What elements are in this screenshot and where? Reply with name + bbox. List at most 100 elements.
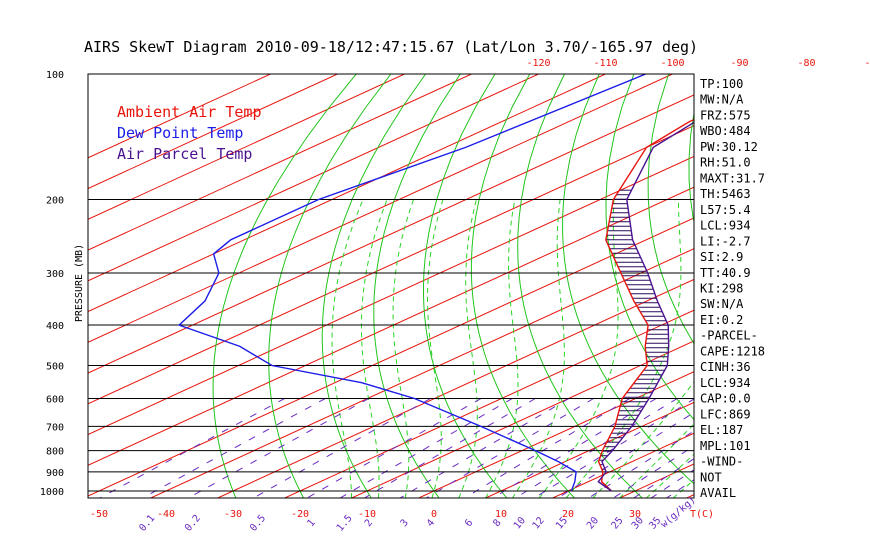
isotherm-line bbox=[88, 74, 673, 343]
index-entry: WBO:484 bbox=[700, 124, 751, 138]
temp-units-label: T(C) bbox=[690, 509, 714, 520]
index-entry: KI:298 bbox=[700, 282, 743, 296]
dry-adiabat-line bbox=[647, 74, 694, 345]
dry-adiabat-line bbox=[805, 74, 870, 498]
index-entry: EI:0.2 bbox=[700, 313, 743, 327]
mixing-ratio-line bbox=[364, 398, 536, 498]
isotherm-line bbox=[88, 155, 694, 436]
bottom-temp-tick-label: 20 bbox=[562, 509, 574, 520]
bottom-temp-tick-label: 10 bbox=[495, 509, 507, 520]
series-line bbox=[177, 74, 646, 492]
pressure-tick-label: 600 bbox=[46, 395, 64, 406]
dry-adiabat-line bbox=[423, 74, 508, 498]
index-entry: LCL:934 bbox=[700, 376, 751, 390]
bottom-temp-tick-label: -40 bbox=[157, 509, 175, 520]
isotherm-line bbox=[88, 74, 338, 190]
series-line bbox=[597, 119, 694, 492]
index-entry: CINH:36 bbox=[700, 360, 751, 374]
index-entry: LI:-2.7 bbox=[700, 234, 751, 248]
isotherm-line bbox=[88, 74, 606, 313]
index-entry: LCL:934 bbox=[700, 219, 751, 233]
index-entry: TP:100 bbox=[700, 77, 743, 91]
pressure-tick-label: 200 bbox=[46, 196, 64, 207]
dry-adiabat-line bbox=[212, 74, 357, 498]
mixing-ratio-tick-label: 1.5 bbox=[335, 513, 355, 534]
index-entry: -WIND- bbox=[700, 455, 743, 469]
mixing-ratio-line bbox=[612, 445, 694, 498]
isotherm-line bbox=[418, 371, 694, 498]
moist-adiabat-line bbox=[565, 199, 682, 498]
moist-adiabat-line bbox=[360, 199, 388, 498]
bottom-temp-tick-label: -20 bbox=[291, 509, 309, 520]
pressure-tick-label: 500 bbox=[46, 362, 64, 373]
index-entry: LFC:869 bbox=[700, 407, 751, 421]
mixing-ratio-line bbox=[187, 398, 369, 498]
pressure-tick-label: 900 bbox=[46, 468, 64, 479]
isotherm-line bbox=[284, 309, 694, 498]
mixing-ratio-line bbox=[515, 398, 678, 498]
index-entry: AVAIL bbox=[700, 486, 736, 500]
mixing-ratio-line bbox=[99, 398, 285, 498]
legend: Ambient Air Temp Dew Point Temp Air Parcel… bbox=[117, 103, 262, 163]
pressure-tick-label: 100 bbox=[46, 70, 64, 81]
isotherm-line bbox=[88, 74, 472, 251]
moist-adiabat-line bbox=[511, 199, 565, 498]
mixing-ratio-line bbox=[492, 398, 657, 498]
moist-adiabat-line bbox=[331, 199, 364, 498]
index-entry: PW:30.12 bbox=[700, 140, 758, 154]
isotherm-line bbox=[351, 340, 694, 498]
mixing-ratio-tick-label: 8 bbox=[491, 518, 503, 530]
chart-title: AIRS SkewT Diagram 2010-09-18/12:47:15.6… bbox=[84, 38, 698, 56]
mixing-ratio-line bbox=[533, 398, 694, 498]
mixing-ratio-tick-label: 4 bbox=[425, 518, 437, 530]
mixing-ratio-tick-label: 20 bbox=[585, 515, 601, 531]
bottom-temp-tick-label: -50 bbox=[90, 509, 108, 520]
index-entry: -PARCEL- bbox=[700, 329, 758, 343]
index-entry: MAXT:31.7 bbox=[700, 171, 765, 185]
moist-adiabat-line bbox=[780, 200, 870, 499]
mixing-ratio-line bbox=[557, 411, 694, 498]
moist-adiabat-line bbox=[392, 199, 414, 498]
mixing-ratio-line bbox=[339, 398, 513, 498]
index-entry: TH:5463 bbox=[700, 187, 751, 201]
bottom-temp-tick-label: -10 bbox=[358, 509, 376, 520]
legend-entry: Air Parcel Temp bbox=[117, 145, 252, 163]
dry-adiabat-line bbox=[767, 74, 870, 498]
index-entry: MPL:101 bbox=[700, 439, 751, 453]
isotherm-line bbox=[485, 401, 694, 498]
dry-adiabat-line bbox=[268, 74, 392, 498]
mixing-ratio-tick-label: 3 bbox=[399, 518, 411, 530]
mixing-ratio-line bbox=[588, 430, 694, 498]
isotherm-line bbox=[88, 74, 271, 159]
top-temp-tick-label: -70 bbox=[864, 58, 870, 69]
index-entry: NOT bbox=[700, 470, 722, 484]
mixing-ratio-line bbox=[253, 398, 431, 498]
mixing-ratio-tick-label: 0.2 bbox=[183, 513, 203, 534]
dry-adiabat-line bbox=[373, 74, 461, 498]
moist-adiabat-line bbox=[807, 200, 870, 499]
plot-frame bbox=[87, 73, 695, 499]
index-entry: CAPE:1218 bbox=[700, 344, 765, 358]
pressure-tick-label: 400 bbox=[46, 321, 64, 332]
index-entry: TT:40.9 bbox=[700, 266, 751, 280]
bottom-temp-tick-label: 30 bbox=[629, 509, 641, 520]
mixing-ratio-line bbox=[142, 398, 326, 498]
top-temp-tick-label: -90 bbox=[730, 58, 748, 69]
index-entry: FRZ:575 bbox=[700, 109, 751, 123]
mixing-ratio-tick-label: 12 bbox=[531, 515, 547, 531]
legend-entry: Ambient Air Temp bbox=[117, 103, 262, 121]
dry-adiabat-line bbox=[562, 74, 694, 485]
profile-lines bbox=[177, 74, 694, 492]
isotherm-line bbox=[88, 217, 694, 497]
dry-adiabat-line bbox=[517, 74, 643, 498]
pressure-tick-label: 1000 bbox=[40, 487, 64, 498]
isotherm-line bbox=[217, 278, 694, 498]
isotherm-line bbox=[88, 125, 694, 405]
mixing-ratio-line bbox=[306, 398, 482, 498]
isotherm-line bbox=[821, 74, 870, 498]
mixing-ratio-tick-label: 25 bbox=[609, 515, 625, 531]
mixing-ratio-tick-label: 6 bbox=[463, 518, 475, 530]
dry-adiabat-line bbox=[321, 74, 427, 498]
